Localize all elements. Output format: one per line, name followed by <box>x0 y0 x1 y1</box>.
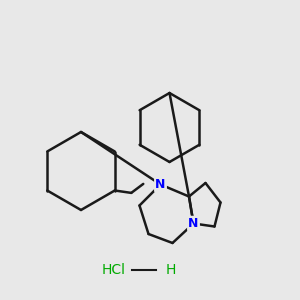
Text: N: N <box>188 217 199 230</box>
Text: HCl: HCl <box>102 263 126 277</box>
Text: N: N <box>155 178 166 191</box>
Text: H: H <box>166 263 176 277</box>
